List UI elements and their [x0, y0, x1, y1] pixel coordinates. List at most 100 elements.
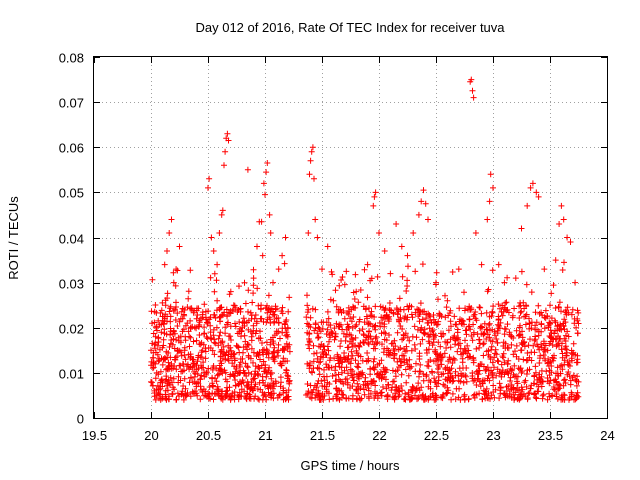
data-point [536, 371, 543, 378]
data-point [522, 321, 529, 328]
data-point [353, 387, 360, 394]
data-point [235, 394, 242, 400]
data-point [323, 361, 330, 368]
data-point [477, 325, 484, 331]
data-point [415, 395, 422, 402]
data-point [161, 261, 168, 268]
data-point [463, 327, 470, 334]
data-point [399, 326, 406, 332]
data-point [486, 198, 493, 205]
data-point [362, 374, 369, 381]
data-point [259, 252, 266, 259]
data-point [523, 371, 530, 377]
data-point [244, 346, 251, 353]
data-point [532, 390, 539, 397]
data-point [568, 389, 575, 396]
data-point [171, 356, 178, 363]
data-point [357, 287, 364, 293]
data-point [214, 297, 221, 304]
data-point [535, 302, 542, 309]
data-point [503, 299, 510, 306]
data-point [312, 321, 319, 328]
data-point [504, 321, 511, 328]
data-point [270, 380, 276, 386]
data-point [247, 385, 254, 392]
data-point [574, 373, 581, 380]
data-point [510, 385, 517, 392]
data-point [225, 342, 232, 349]
data-point [304, 360, 311, 367]
data-point [435, 365, 441, 372]
data-point [181, 347, 188, 354]
data-point [341, 315, 348, 322]
data-point [445, 327, 452, 334]
data-point [556, 335, 563, 342]
data-point [427, 313, 434, 320]
data-point [153, 369, 160, 376]
data-point [524, 350, 531, 356]
data-point [156, 391, 162, 398]
data-point [207, 322, 214, 329]
data-point [281, 346, 288, 353]
data-point [418, 198, 425, 205]
data-point [255, 372, 262, 379]
data-point [382, 305, 389, 312]
data-point [457, 378, 464, 385]
data-point [250, 266, 257, 273]
data-point [275, 319, 282, 326]
data-point [365, 385, 372, 392]
data-point [340, 392, 347, 398]
data-point [554, 364, 561, 371]
data-point [375, 373, 382, 380]
data-point [505, 357, 512, 364]
data-point [442, 314, 449, 321]
data-point [342, 356, 349, 363]
data-point [423, 371, 430, 378]
data-point [420, 329, 427, 336]
data-point [377, 369, 384, 375]
data-point [426, 340, 433, 347]
data-point [155, 358, 162, 365]
data-point [178, 368, 184, 375]
data-point [170, 327, 177, 334]
data-point [349, 335, 355, 342]
data-point [383, 351, 390, 358]
data-point [217, 339, 224, 346]
data-point [230, 372, 237, 379]
data-point [366, 395, 372, 402]
data-point [215, 371, 222, 378]
data-point [408, 303, 415, 310]
data-point [331, 336, 338, 343]
data-point [543, 368, 550, 375]
data-point [473, 391, 480, 398]
data-point [447, 356, 454, 363]
data-point [250, 282, 257, 289]
data-point [534, 376, 541, 383]
data-point [478, 310, 485, 317]
data-point [495, 316, 502, 323]
data-point [415, 380, 422, 387]
data-point [223, 384, 230, 391]
data-point [315, 335, 321, 341]
data-point [373, 333, 380, 340]
data-point [180, 396, 187, 403]
data-point [532, 336, 539, 343]
data-point [229, 371, 236, 377]
data-point [239, 324, 246, 331]
data-point [494, 357, 501, 364]
data-point [367, 312, 374, 319]
data-point [284, 358, 291, 364]
data-point [491, 354, 498, 361]
x-tick-label: 22.5 [424, 428, 449, 443]
data-point [250, 290, 257, 297]
data-point [401, 315, 408, 322]
data-point [313, 350, 320, 356]
data-point [511, 362, 518, 369]
data-point [425, 383, 432, 390]
data-point [452, 341, 458, 348]
data-point [348, 332, 354, 339]
data-point [556, 299, 563, 306]
data-point [443, 345, 450, 351]
y-tick-label: 0.01 [59, 367, 84, 382]
data-point [341, 350, 348, 356]
